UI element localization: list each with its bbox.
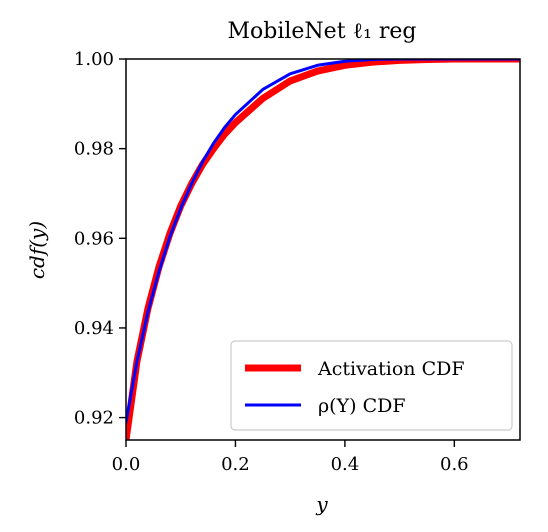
chart-title: MobileNet ℓ₁ reg xyxy=(227,19,416,44)
y-tick-label: 1.00 xyxy=(74,49,114,70)
legend: Activation CDF ρ(Y) CDF xyxy=(230,340,513,431)
plot-frame xyxy=(125,58,521,441)
y-tick-label: 0.98 xyxy=(74,139,114,160)
x-tick-label: 0.0 xyxy=(112,454,141,475)
y-tick-label: 0.92 xyxy=(74,408,114,429)
legend-label-rho: ρ(Y) CDF xyxy=(318,395,406,417)
x-tick-label: 0.4 xyxy=(331,454,360,475)
legend-label-activation: Activation CDF xyxy=(317,358,465,380)
y-tick-label: 0.96 xyxy=(74,228,114,249)
legend-box xyxy=(230,340,513,431)
x-tick-label: 0.2 xyxy=(221,454,250,475)
y-axis-title: cdf(y) xyxy=(25,221,49,279)
x-axis-title: y xyxy=(315,492,328,516)
y-tick-label: 0.94 xyxy=(74,318,114,339)
x-axis-ticks: 0.0 0.2 0.4 0.6 xyxy=(112,440,469,475)
x-tick-label: 0.6 xyxy=(440,454,469,475)
y-axis-ticks: 0.92 0.94 0.96 0.98 1.00 xyxy=(74,49,126,429)
plot-area: 0.0 0.2 0.4 0.6 0.92 0.94 0.96 0.98 1.00 xyxy=(74,49,521,475)
